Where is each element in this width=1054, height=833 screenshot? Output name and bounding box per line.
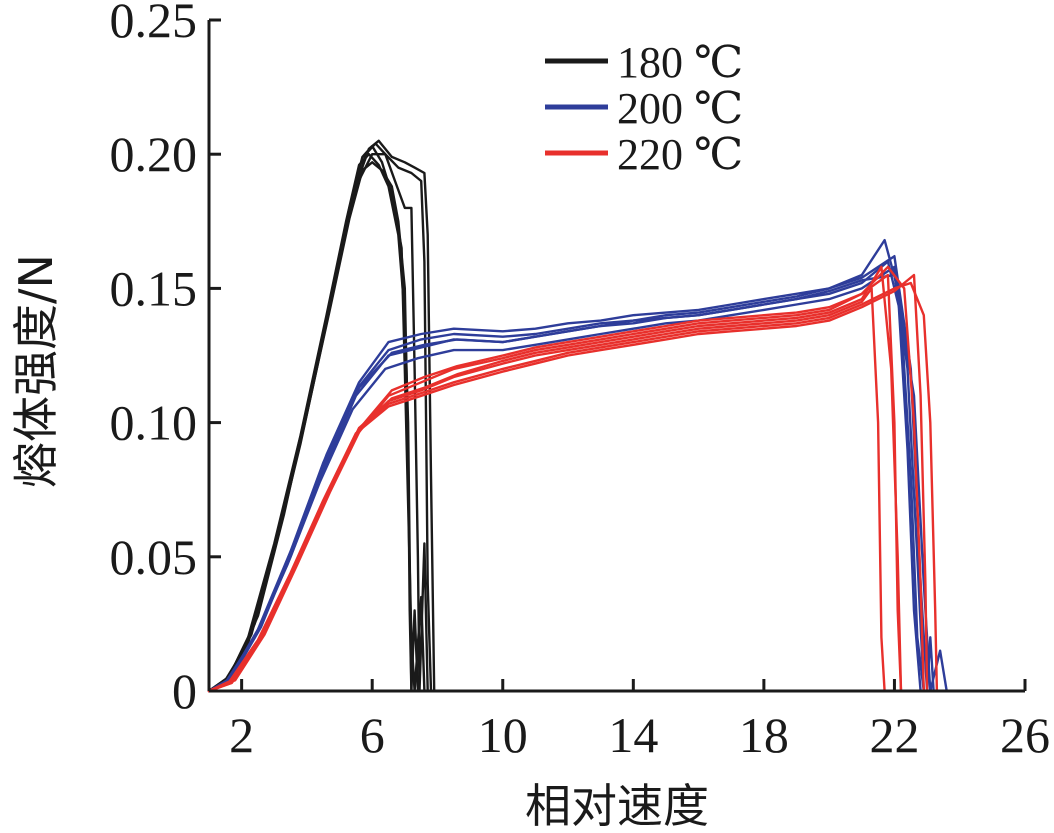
series-0-curve-1: [207, 144, 426, 693]
series-0-curve-2: [207, 142, 429, 693]
series-2-curve-5: [207, 265, 903, 693]
series-0-curve-0: [207, 153, 420, 693]
x-tick-label: 22: [869, 707, 919, 763]
curves-layer: [207, 139, 948, 693]
legend-label-2: 220 ℃: [617, 130, 743, 179]
axes: 00.050.100.150.200.252 6 10 14 18 22 26: [110, 0, 1051, 763]
legend-label-0: 180 ℃: [617, 38, 743, 87]
y-tick-label: 0: [172, 663, 197, 719]
series-1-curve-0: [207, 260, 925, 693]
series-2-curve-1: [207, 273, 903, 693]
y-tick-label: 0.15: [110, 260, 198, 316]
x-tick-label: 26: [1000, 707, 1050, 763]
legend-label-1: 200 ℃: [617, 84, 743, 133]
series-1-curve-4: [207, 273, 948, 693]
y-tick-label: 0.05: [110, 529, 198, 585]
series-2-curve-2: [207, 265, 925, 693]
y-tick-label: 0.10: [110, 395, 198, 451]
x-tick-label: 18: [739, 707, 789, 763]
x-tick-label: 14: [608, 707, 658, 763]
x-axis-title: 相对速度: [525, 779, 709, 833]
y-axis-title: 熔体强度/N: [9, 254, 63, 488]
y-tick-label: 0.25: [110, 0, 198, 48]
series-1-curve-3: [207, 255, 935, 693]
x-tick-label: 6: [360, 707, 385, 763]
series-0-curve-3: [207, 139, 436, 693]
series-1-curve-2: [207, 265, 925, 693]
y-tick-label: 0.20: [110, 126, 198, 182]
series-1-curve-1: [207, 238, 922, 693]
x-tick-label: 2: [229, 707, 254, 763]
x-tick-label: 10: [478, 707, 528, 763]
series-0-curve-5: [207, 161, 413, 693]
